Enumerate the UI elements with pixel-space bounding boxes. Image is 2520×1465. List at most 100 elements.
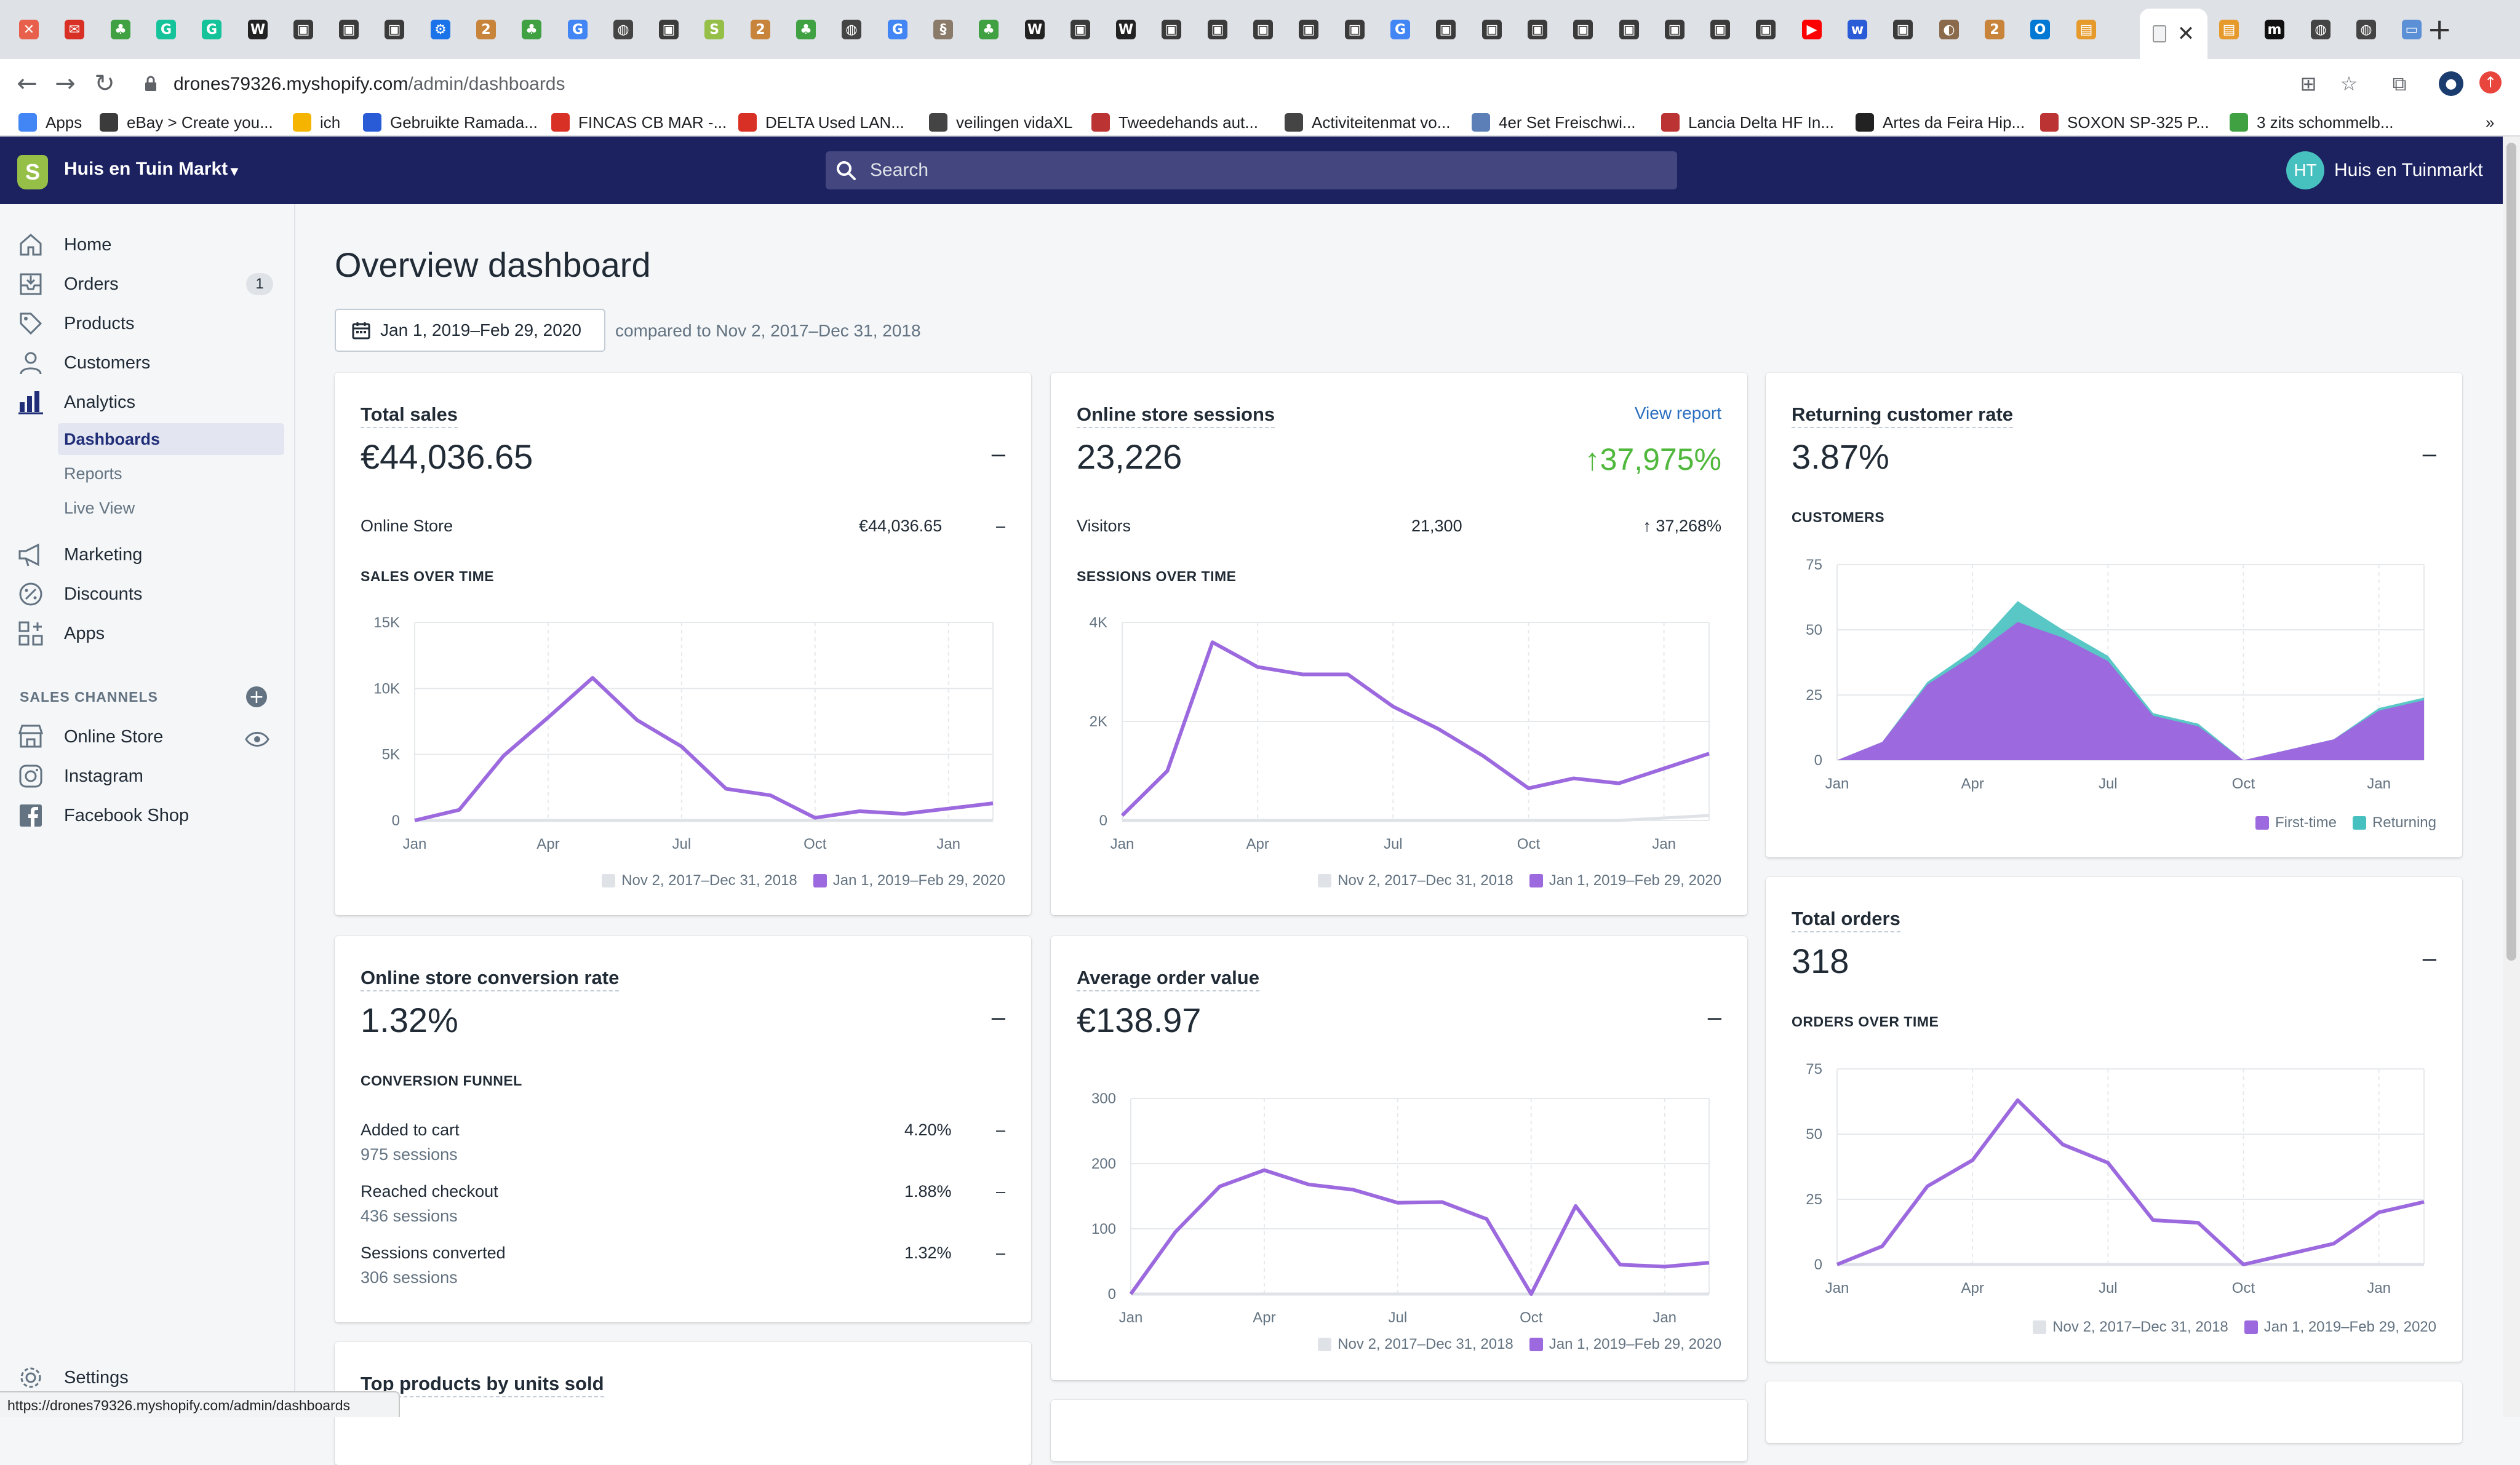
browser-tab[interactable]: ◍	[608, 14, 639, 46]
browser-tab[interactable]: ▣	[1248, 14, 1278, 46]
browser-tab[interactable]: ▣	[1705, 14, 1736, 46]
chevron-down-icon[interactable]: ▼	[228, 164, 241, 179]
sidebar-item-apps[interactable]: Apps	[0, 616, 295, 651]
browser-tab[interactable]: ⚙	[425, 14, 456, 46]
bookmark-item[interactable]: Tweedehands aut...	[1091, 112, 1258, 133]
browser-tab[interactable]: G	[196, 14, 227, 46]
sidebar-item-facebook-shop[interactable]: Facebook Shop	[0, 798, 295, 833]
sidebar-subitem-dashboards[interactable]: Dashboards	[58, 423, 284, 455]
bookmark-item[interactable]: ich	[293, 112, 340, 133]
browser-tab[interactable]: ▤	[2214, 14, 2244, 46]
browser-tab[interactable]: ▣	[1659, 14, 1690, 46]
add-channel-button[interactable]: +	[246, 686, 267, 708]
address-bar[interactable]: drones79326.myshopify.com/admin/dashboar…	[135, 66, 2362, 101]
browser-tab[interactable]: w	[1842, 14, 1873, 46]
browser-tab[interactable]: ♣	[973, 14, 1004, 46]
card-title[interactable]: Total orders	[1792, 908, 1900, 932]
browser-tab[interactable]: ♣	[105, 14, 136, 46]
browser-tab[interactable]: ▣	[1430, 14, 1461, 46]
bookmarks-overflow-icon[interactable]: »	[2486, 113, 2495, 132]
sidebar-item-discounts[interactable]: Discounts	[0, 577, 295, 611]
browser-tab[interactable]: ◍	[2305, 14, 2336, 46]
search-input[interactable]	[869, 151, 1669, 189]
card-title[interactable]: Online store sessions	[1077, 403, 1275, 428]
extension-icon[interactable]: ⧉	[2392, 71, 2407, 95]
browser-tab[interactable]: ▣	[1522, 14, 1553, 46]
browser-tab[interactable]: ◍	[836, 14, 867, 46]
shopify-logo-icon[interactable]: S	[17, 155, 48, 189]
update-icon[interactable]: ↑	[2479, 71, 2502, 93]
bookmark-item[interactable]: 3 zits schommelb...	[2230, 112, 2394, 133]
avatar[interactable]: HT	[2286, 151, 2324, 189]
user-name[interactable]: Huis en Tuinmarkt	[2334, 160, 2483, 180]
browser-tab[interactable]: ▣	[1293, 14, 1324, 46]
bookmark-item[interactable]: 4er Set Freischwi...	[1472, 112, 1636, 133]
sidebar-item-marketing[interactable]: Marketing	[0, 538, 295, 572]
bookmark-item[interactable]: veilingen vidaXL	[929, 112, 1072, 133]
browser-tab[interactable]: W	[1110, 14, 1141, 46]
browser-tab[interactable]: 2	[745, 14, 776, 46]
card-title[interactable]: Average order value	[1077, 967, 1259, 991]
sidebar-item-home[interactable]: Home	[0, 228, 295, 262]
sidebar-subitem-live-view[interactable]: Live View	[58, 492, 284, 524]
eye-icon[interactable]	[245, 731, 269, 748]
browser-tab[interactable]: ▣	[1065, 14, 1096, 46]
star-icon[interactable]: ☆	[2340, 72, 2358, 95]
browser-tab[interactable]: 2	[471, 14, 501, 46]
browser-tab[interactable]: ▭	[2396, 14, 2427, 46]
back-icon[interactable]: ←	[17, 69, 38, 98]
bookmark-item[interactable]: Gebruikte Ramada...	[363, 112, 538, 133]
scroll-thumb[interactable]	[2506, 143, 2516, 961]
browser-tab[interactable]: ✉	[59, 14, 90, 46]
browser-tab[interactable]: ▣	[1614, 14, 1645, 46]
browser-tab[interactable]: ▣	[1888, 14, 1918, 46]
profile-avatar[interactable]: ●	[2439, 71, 2463, 96]
browser-tab[interactable]: ▣	[1156, 14, 1187, 46]
browser-tab[interactable]: ▣	[288, 14, 319, 46]
translate-icon[interactable]: ⊞	[2300, 72, 2317, 95]
browser-tab[interactable]: ▣	[379, 14, 410, 46]
browser-tab[interactable]: 2	[1979, 14, 2010, 46]
sidebar-item-analytics[interactable]: Analytics	[0, 385, 295, 419]
browser-tab[interactable]: G	[562, 14, 593, 46]
browser-tab[interactable]: G	[151, 14, 181, 46]
browser-tab[interactable]: W	[1019, 14, 1050, 46]
browser-tab[interactable]: ♣	[516, 14, 547, 46]
page-scrollbar[interactable]	[2503, 137, 2520, 1417]
bookmark-item[interactable]: Apps	[18, 112, 82, 133]
browser-tab[interactable]: ▣	[1339, 14, 1370, 46]
bookmark-item[interactable]: DELTA Used LAN...	[738, 112, 904, 133]
bookmark-item[interactable]: Artes da Feira Hip...	[1856, 112, 2025, 133]
close-icon[interactable]: ✕	[2177, 22, 2195, 46]
browser-tab[interactable]: ▣	[1750, 14, 1781, 46]
browser-tab-active[interactable]: ✕	[2140, 9, 2207, 59]
browser-tab[interactable]: ◐	[1934, 14, 1964, 46]
sidebar-item-instagram[interactable]: Instagram	[0, 759, 295, 793]
bookmark-item[interactable]: eBay > Create you...	[100, 112, 273, 133]
browser-tab[interactable]: S	[699, 14, 730, 46]
forward-icon[interactable]: →	[55, 69, 76, 98]
sidebar-subitem-reports[interactable]: Reports	[58, 458, 284, 490]
browser-tab[interactable]: ✕	[14, 14, 44, 46]
sidebar-item-orders[interactable]: Orders 1	[0, 267, 295, 301]
reload-icon[interactable]: ↻	[94, 69, 115, 98]
browser-tab[interactable]: §	[928, 14, 959, 46]
view-report-link[interactable]: View report	[1634, 403, 1721, 423]
browser-tab[interactable]: ▶	[1796, 14, 1827, 46]
browser-tab[interactable]: G	[1385, 14, 1416, 46]
browser-tab[interactable]: W	[242, 14, 273, 46]
store-name[interactable]: Huis en Tuin Markt	[64, 159, 228, 179]
browser-tab[interactable]: ▤	[2071, 14, 2102, 46]
browser-tab[interactable]: ▣	[333, 14, 364, 46]
bookmark-item[interactable]: Activiteitenmat vo...	[1285, 112, 1450, 133]
card-title[interactable]: Total sales	[361, 403, 458, 428]
card-title[interactable]: Online store conversion rate	[361, 967, 620, 991]
browser-tab[interactable]: G	[882, 14, 913, 46]
browser-tab[interactable]: ♣	[791, 14, 821, 46]
browser-tab[interactable]: ▣	[1202, 14, 1233, 46]
sidebar-item-products[interactable]: Products	[0, 306, 295, 341]
bookmark-item[interactable]: SOXON SP-325 P...	[2040, 112, 2209, 133]
sidebar-item-online-store[interactable]: Online Store	[0, 720, 295, 754]
card-title[interactable]: Returning customer rate	[1792, 403, 2014, 428]
browser-tab[interactable]: ▣	[1568, 14, 1598, 46]
